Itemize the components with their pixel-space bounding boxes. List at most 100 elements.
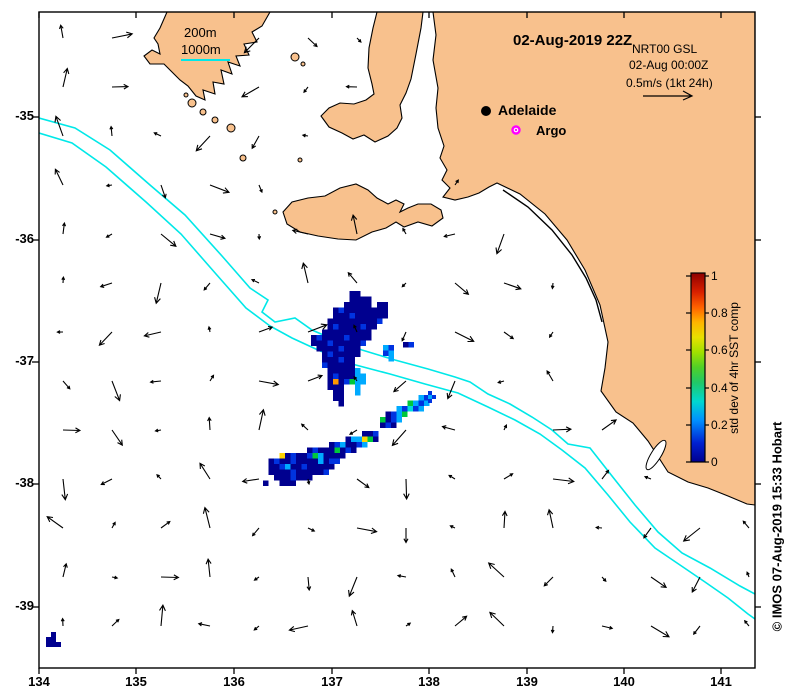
sst-stddev-pixel [338,357,344,363]
sst-stddev-pixel [333,379,339,385]
sst-stddev-pixel [360,340,366,346]
sst-stddev-pixel [344,329,350,335]
sst-stddev-pixel [366,329,372,335]
current-vector-arrow [58,24,64,39]
current-vector-arrow [503,331,515,340]
sst-stddev-pixel [360,302,366,308]
sst-stddev-pixel [327,362,333,368]
sst-stddev-pixel [274,475,280,481]
sst-stddev-pixel [279,475,285,481]
sst-stddev-pixel [301,464,307,470]
sst-stddev-pixel [333,335,339,341]
sst-stddev-pixel [323,464,329,470]
sst-stddev-pixel [285,458,291,464]
sst-stddev-pixel [377,313,383,319]
sst-stddev-pixel [312,469,318,475]
sst-stddev-pixel [318,469,324,475]
sst-stddev-pixel [338,324,344,330]
current-vector-arrow [450,568,456,578]
sst-stddev-pixel [366,318,372,324]
sst-stddev-pixel [344,368,350,374]
current-vector-arrow [98,331,113,347]
sst-stddev-pixel [407,400,413,406]
sst-stddev-pixel [362,436,368,442]
sst-stddev-pixel [329,453,335,459]
sst-stddev-pixel [351,436,357,442]
y-axis-label: -35 [15,108,34,123]
sst-stddev-pixel [338,307,344,313]
current-vector-arrow [258,184,263,194]
sst-stddev-pixel [385,422,391,428]
current-vector-arrow [454,331,475,343]
sst-stddev-pixel [274,469,280,475]
current-vector-arrow [743,619,750,627]
adelaide-marker [481,106,491,116]
sst-stddev-pixel [371,307,377,313]
sst-stddev-pixel [424,395,428,399]
current-vector-arrow [111,429,123,447]
current-vector-arrow [682,527,701,542]
scale-arrow [643,90,694,101]
sst-stddev-pixel [334,453,340,459]
y-axis-label: -38 [15,475,34,490]
sst-stddev-pixel [285,475,291,481]
current-vector-arrow [348,429,358,435]
sst-stddev-pixel [307,447,313,453]
current-vector-arrow [454,179,459,186]
current-vector-arrow [46,516,64,529]
current-vector-arrow [62,427,82,434]
sst-stddev-pixel [382,302,388,308]
current-vector-arrow [111,83,130,90]
sst-stddev-pixel [349,313,355,319]
sst-stddev-pixel [345,447,351,453]
sst-stddev-pixel [307,464,313,470]
sst-stddev-pixel [312,458,318,464]
current-vector-arrow [454,282,470,296]
land-polygon [282,183,444,241]
sst-stddev-pixel [380,417,386,423]
sst-stddev-pixel [51,637,56,642]
sst-stddev-pixel [334,458,340,464]
model-name-label: NRT00 GSL [632,42,698,56]
current-vector-arrow [746,571,750,578]
sst-stddev-pixel [377,318,383,324]
current-vector-arrow [258,380,280,387]
sst-stddev-pixel [362,442,368,448]
sst-stddev-pixel [334,447,340,453]
current-vector-arrow [348,576,358,598]
map-content [39,12,755,647]
current-vector-arrow [441,425,456,431]
current-vector-arrow [99,282,113,288]
sst-stddev-pixel [408,342,414,348]
credit-text: © IMOS 07-Aug-2019 15:33 Hobart [769,421,785,632]
current-vector-arrow [207,416,212,431]
current-vector-arrow [60,617,65,627]
current-vector-arrow [307,374,324,382]
map-datetime-title: 02-Aug-2019 22Z [513,32,633,49]
sst-stddev-pixel [46,637,51,642]
island [199,108,207,116]
sst-stddev-pixel [322,329,328,335]
current-vector-arrow [62,221,67,235]
current-vector-arrow [650,625,670,638]
sst-stddev-pixel [285,469,291,475]
current-vector-arrow [258,325,274,333]
colorbar-tick-label: 0.6 [711,343,728,357]
sst-stddev-pixel [349,324,355,330]
current-vector-arrow [301,133,309,138]
sst-stddev-pixel [382,307,388,313]
current-vector-arrow [497,380,505,384]
sst-stddev-pixel [338,362,344,368]
current-vector-arrow [356,478,370,489]
sst-stddev-pixel [349,291,355,297]
sst-stddev-pixel [377,302,383,308]
sst-stddev-pixel [333,373,339,379]
sst-stddev-pixel [355,335,361,341]
current-vector-arrow [306,478,311,486]
current-vector-arrow [601,419,618,431]
sst-stddev-pixel [418,406,424,412]
sst-stddev-pixel [290,480,296,486]
sst-stddev-pixel [338,384,344,390]
sst-stddev-pixel [349,351,355,357]
sst-stddev-pixel [366,324,372,330]
